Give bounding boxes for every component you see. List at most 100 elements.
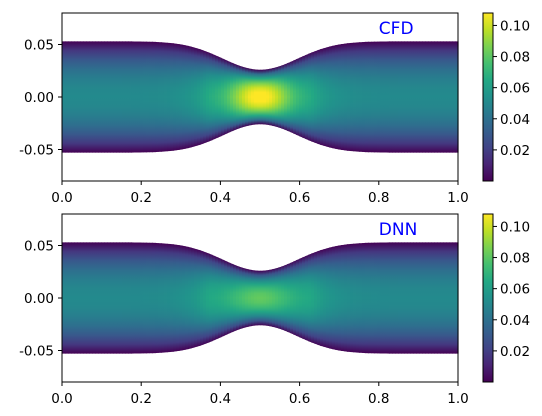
field-strip xyxy=(449,242,453,354)
field-strip xyxy=(143,41,147,153)
field-strip xyxy=(302,55,306,139)
field-strip xyxy=(107,242,111,354)
dnn-panel-label: DNN xyxy=(379,220,418,240)
field-strip xyxy=(167,42,171,152)
x-tick-label: 0.0 xyxy=(51,190,72,206)
field-strip xyxy=(419,41,423,153)
field-strip xyxy=(242,66,246,128)
field-strip xyxy=(368,242,372,354)
field-strip xyxy=(194,47,198,147)
field-strip xyxy=(146,41,150,153)
field-strip xyxy=(299,56,303,138)
field-strip xyxy=(194,248,198,348)
field-strip xyxy=(245,67,249,127)
field-strip xyxy=(395,41,399,153)
field-strip xyxy=(137,242,141,354)
field-strip xyxy=(86,41,90,153)
field-strip xyxy=(257,270,261,326)
field-strip xyxy=(452,242,456,354)
field-strip xyxy=(83,41,87,153)
field-strip xyxy=(179,44,183,150)
field-strip xyxy=(161,42,165,152)
field-strip xyxy=(338,245,342,351)
field-strip xyxy=(164,42,168,152)
field-strip xyxy=(77,41,81,153)
field-strip xyxy=(401,41,405,153)
field-strip xyxy=(128,242,132,354)
field-strip xyxy=(170,42,174,152)
field-strip xyxy=(134,41,138,153)
field-strip xyxy=(278,65,282,129)
field-strip xyxy=(161,243,165,353)
field-strip xyxy=(431,242,435,354)
field-strip xyxy=(371,242,375,354)
field-strip xyxy=(386,242,390,354)
field-strip xyxy=(122,41,126,153)
field-strip xyxy=(140,41,144,153)
field-strip xyxy=(281,265,285,331)
field-strip xyxy=(266,68,270,126)
field-strip xyxy=(257,69,261,125)
field-strip xyxy=(80,41,84,153)
field-strip xyxy=(317,250,321,346)
field-strip xyxy=(245,268,249,328)
y-tick-label: -0.05 xyxy=(19,344,54,360)
field-strip xyxy=(62,242,66,354)
field-strip xyxy=(203,50,207,144)
field-strip xyxy=(239,65,243,129)
dnn-panel: 0.0 0.2 0.4 0.6 0.8 1.0 0.05 0.00 -0.05 … xyxy=(19,213,530,407)
dnn-field xyxy=(62,242,459,354)
field-strip xyxy=(281,64,285,130)
field-strip xyxy=(356,42,360,152)
field-strip xyxy=(83,242,87,354)
field-strip xyxy=(287,262,291,334)
field-strip xyxy=(389,242,393,354)
field-strip xyxy=(116,242,120,354)
field-strip xyxy=(206,252,210,344)
cfd-x-ticks: 0.0 0.2 0.4 0.6 0.8 1.0 xyxy=(51,181,469,206)
field-strip xyxy=(305,254,309,342)
field-strip xyxy=(80,242,84,354)
field-strip xyxy=(389,41,393,153)
field-strip xyxy=(104,242,108,354)
field-strip xyxy=(272,67,276,127)
field-strip xyxy=(386,41,390,153)
colorbar-tick-label: 0.02 xyxy=(500,344,530,360)
field-strip xyxy=(248,68,252,126)
field-strip xyxy=(422,242,426,354)
field-strip xyxy=(92,242,96,354)
field-strip xyxy=(146,242,150,354)
field-strip xyxy=(74,41,78,153)
y-tick-label: 0.05 xyxy=(24,38,54,54)
field-strip xyxy=(443,41,447,153)
field-strip xyxy=(377,41,381,153)
field-strip xyxy=(251,269,255,327)
field-strip xyxy=(155,242,159,354)
field-strip xyxy=(311,51,315,143)
field-strip xyxy=(284,63,288,131)
field-strip xyxy=(86,242,90,354)
field-strip xyxy=(218,56,222,138)
field-strip xyxy=(362,242,366,354)
field-strip xyxy=(317,49,321,145)
field-strip xyxy=(335,44,339,150)
field-strip xyxy=(95,41,99,153)
x-tick-label: 0.4 xyxy=(210,391,231,407)
field-strip xyxy=(428,41,432,153)
field-strip xyxy=(149,242,153,354)
field-strip xyxy=(332,246,336,350)
field-strip xyxy=(404,242,408,354)
field-strip xyxy=(311,252,315,344)
field-strip xyxy=(230,61,234,133)
field-strip xyxy=(98,242,102,354)
field-strip xyxy=(344,43,348,151)
field-strip xyxy=(416,242,420,354)
field-strip xyxy=(248,269,252,327)
field-strip xyxy=(359,42,363,152)
field-strip xyxy=(95,242,99,354)
x-tick-label: 0.6 xyxy=(289,391,310,407)
cfd-panel-label: CFD xyxy=(379,19,414,39)
field-strip xyxy=(233,63,237,131)
field-strip xyxy=(158,243,162,353)
field-strip xyxy=(269,68,273,126)
